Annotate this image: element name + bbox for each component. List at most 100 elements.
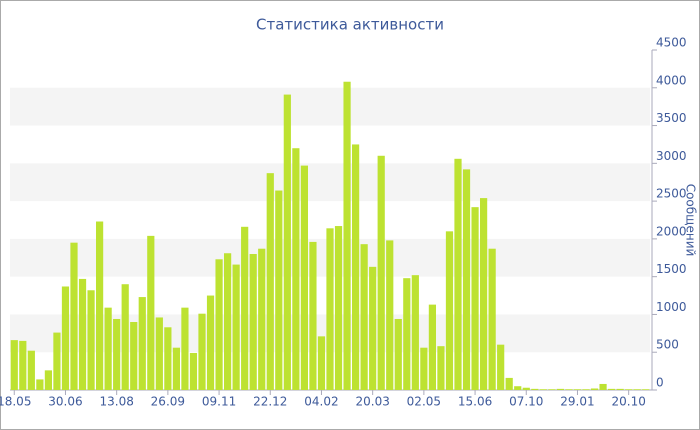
bar: [78, 278, 87, 390]
bar: [326, 228, 334, 390]
x-tick-label: 13.08: [99, 395, 133, 409]
bar: [642, 389, 650, 390]
bar: [445, 231, 454, 390]
bar: [258, 248, 266, 390]
grid-band: [10, 87, 650, 126]
bar: [215, 259, 223, 390]
bar: [70, 242, 78, 390]
bar: [164, 327, 172, 390]
y-axis-label: Сообщений: [684, 184, 698, 257]
y-tick-label: 2000: [656, 224, 687, 238]
y-tick-label: 0: [656, 376, 664, 390]
bar: [608, 388, 616, 390]
x-tick-label: 02.05: [407, 395, 441, 409]
x-tick-label: 07.10: [509, 395, 543, 409]
bar: [241, 226, 249, 390]
bar: [198, 313, 206, 390]
bar: [275, 190, 283, 390]
bar: [403, 278, 411, 390]
bar: [317, 336, 326, 390]
bar: [411, 275, 419, 390]
bar: [539, 389, 547, 390]
bar: [625, 389, 633, 390]
bar: [130, 322, 138, 390]
bar: [590, 388, 599, 390]
y-tick-label: 2500: [656, 187, 687, 201]
y-tick-label: 4000: [656, 73, 687, 87]
bar: [334, 226, 343, 390]
x-tick-label: 22.12: [253, 395, 287, 409]
bar: [582, 389, 590, 390]
bar: [113, 318, 121, 390]
bar: [556, 388, 564, 390]
y-tick-label: 1000: [656, 300, 687, 314]
bar: [599, 383, 607, 390]
bar: [172, 347, 180, 390]
x-tick-label: 04.02: [304, 395, 338, 409]
bar: [44, 370, 52, 390]
bar: [633, 389, 641, 390]
y-tick-label: 500: [656, 338, 679, 352]
bar: [505, 377, 513, 390]
bar: [377, 155, 385, 390]
bar: [369, 266, 377, 390]
bar: [548, 389, 556, 390]
bar: [420, 347, 428, 390]
bar: [266, 173, 274, 390]
bar: [462, 169, 471, 390]
bar: [206, 295, 215, 390]
bar: [531, 388, 539, 390]
bar: [471, 207, 479, 390]
bar: [522, 387, 530, 390]
bar: [386, 240, 394, 390]
bar: [181, 307, 189, 390]
bar: [53, 332, 61, 390]
bar: [283, 94, 291, 391]
bar: [428, 304, 436, 390]
x-tick-label: 18.05: [0, 395, 31, 409]
bar: [87, 290, 95, 390]
bar: [309, 241, 317, 390]
bar: [488, 248, 496, 390]
y-tick-label: 4500: [656, 36, 687, 50]
bar: [616, 388, 624, 390]
bar: [27, 350, 35, 390]
x-tick-label: 30.06: [48, 395, 82, 409]
bar: [300, 165, 308, 390]
x-tick-label: 26.09: [151, 395, 185, 409]
bar: [19, 340, 27, 390]
bar: [61, 286, 70, 390]
chart-title: Статистика активности: [256, 16, 444, 34]
bar: [10, 340, 18, 390]
x-tick-label: 29.01: [560, 395, 594, 409]
bar: [292, 148, 300, 390]
bar: [138, 297, 146, 390]
bar: [147, 235, 155, 390]
x-tick-label: 20.03: [355, 395, 389, 409]
bar: [96, 221, 104, 390]
bar: [437, 346, 445, 390]
x-tick-label: 09.11: [202, 395, 236, 409]
bar: [224, 253, 232, 390]
bar: [565, 389, 573, 390]
bar: [189, 352, 198, 390]
bar: [497, 344, 505, 390]
bar: [121, 284, 129, 390]
bar: [573, 389, 582, 390]
bar: [360, 244, 368, 390]
x-tick-label: 15.06: [458, 395, 492, 409]
y-tick-label: 3000: [656, 149, 687, 163]
bar: [36, 379, 44, 390]
x-tick-label: 20.10: [611, 395, 645, 409]
bar: [352, 144, 360, 390]
bar: [343, 81, 351, 390]
y-tick-label: 1500: [656, 262, 687, 276]
bar: [454, 158, 462, 390]
bar: [104, 307, 112, 390]
bar: [232, 264, 240, 390]
bar: [249, 254, 257, 390]
bar: [394, 318, 402, 390]
grid-band: [10, 163, 650, 202]
bar: [514, 386, 522, 390]
